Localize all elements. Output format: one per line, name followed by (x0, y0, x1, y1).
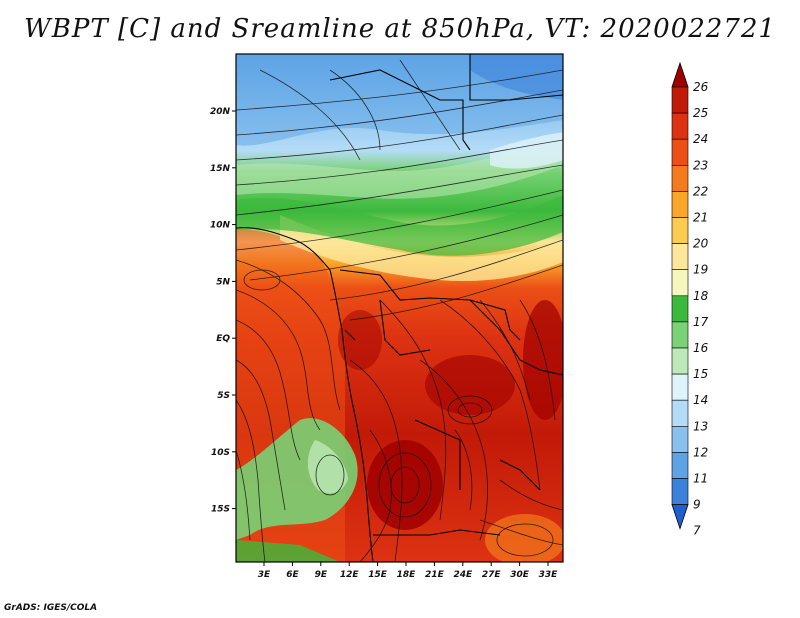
colorbar-swatch (671, 138, 689, 166)
colorbar-label: 11 (693, 472, 708, 486)
lon-label: 30E (510, 570, 530, 580)
lon-label: 21E (425, 570, 445, 580)
colorbar-swatch (671, 86, 689, 114)
colorbar-label: 23 (693, 158, 708, 172)
lon-label: 24E (453, 570, 473, 580)
lon-label: 33E (539, 570, 559, 580)
chart-title: WBPT [C] and Sreamline at 850hPa, VT: 20… (24, 14, 776, 44)
lat-label: 20N (210, 107, 231, 117)
colorbar-swatch (671, 243, 689, 271)
colorbar-bottom-arrow (671, 504, 689, 530)
lon-label: 9E (315, 570, 328, 580)
colorbar-swatch (671, 452, 689, 479)
colorbar-label: 16 (693, 341, 709, 355)
colorbar-swatch (671, 321, 689, 349)
colorbar-label: 14 (693, 393, 708, 407)
lat-label: 5S (217, 391, 230, 401)
longitude-axis: 3E 6E 9E 12E 15E 18E 21E 24E 27E 30E 33E (258, 562, 558, 580)
lon-label: 15E (368, 570, 388, 580)
lat-label: 15S (211, 505, 230, 515)
colorbar-swatch (671, 191, 689, 218)
colorbar-label: 21 (693, 211, 708, 225)
lat-label: 10N (210, 221, 231, 231)
colorbar-label: 13 (693, 419, 708, 433)
lon-label: 6E (286, 570, 299, 580)
lat-label: 5N (216, 277, 230, 287)
lon-label: 3E (258, 570, 271, 580)
colorbar-swatch (671, 269, 689, 297)
colorbar-label: 26 (693, 80, 709, 94)
colorbar-top-arrow (671, 61, 689, 88)
latitude-axis: 20N 15N 10N 5N EQ 5S 10S 15S (210, 107, 236, 515)
lon-label: 27E (482, 570, 502, 580)
lon-label: 12E (340, 570, 360, 580)
colorbar-label: 9 (693, 498, 701, 512)
colorbar: 26 25 24 23 22 21 20 19 18 17 16 15 14 13 12 11 9 7 (671, 61, 709, 538)
lat-label: 10S (211, 448, 230, 458)
map-frame (235, 53, 564, 563)
temperature-field (236, 54, 563, 562)
colorbar-label: 20 (693, 237, 709, 251)
lat-label: 15N (210, 164, 231, 174)
colorbar-swatch (671, 425, 689, 453)
colorbar-label: 25 (693, 106, 708, 120)
colorbar-label: 17 (693, 315, 709, 329)
colorbar-swatch (671, 112, 689, 140)
colorbar-swatch (671, 165, 689, 192)
colorbar-swatch (671, 295, 689, 323)
colorbar-label: 15 (693, 367, 708, 381)
colorbar-swatch (671, 373, 689, 401)
colorbar-label: 22 (693, 184, 708, 198)
colorbar-label: 12 (693, 445, 708, 459)
colorbar-swatch (671, 217, 689, 244)
colorbar-swatch (671, 478, 689, 505)
lat-label: EQ (216, 334, 230, 344)
colorbar-swatch (671, 347, 689, 375)
colorbar-swatch (671, 399, 689, 427)
colorbar-label: 7 (693, 524, 701, 538)
colorbar-label: 24 (693, 132, 708, 146)
lon-label: 18E (397, 570, 417, 580)
colorbar-label: 18 (693, 289, 709, 303)
footer-credit: GrADS: IGES/COLA (4, 603, 98, 613)
colorbar-label: 19 (693, 263, 708, 277)
